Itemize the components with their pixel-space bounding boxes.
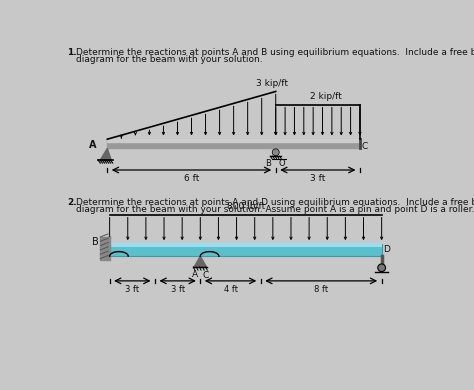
Text: 3 kip/ft: 3 kip/ft [256,80,288,89]
Text: 2 kip/ft: 2 kip/ft [310,92,342,101]
Text: O: O [278,159,285,168]
Text: diagram for the beam with your solution. Assume point A is a pin and point D is : diagram for the beam with your solution.… [76,205,474,214]
Bar [107,139,360,142]
Bar [100,237,109,260]
Text: 1.: 1. [67,48,77,57]
Text: 3 ft: 3 ft [171,285,185,294]
Polygon shape [100,149,111,160]
Text: Determine the reactions at points A and B using equilibrium equations.  Include : Determine the reactions at points A and … [76,48,474,57]
Text: 2.: 2. [67,199,77,207]
Text: 6 ft: 6 ft [184,174,199,183]
Text: 3 ft: 3 ft [310,174,326,183]
Text: B: B [265,159,271,168]
Text: diagram for the beam with your solution.: diagram for the beam with your solution. [76,55,263,64]
Text: C: C [202,271,209,280]
Bar [109,243,382,247]
Text: 3 ft: 3 ft [125,285,139,294]
Text: A: A [192,270,198,279]
Text: 800 lb/ft: 800 lb/ft [227,202,265,211]
Polygon shape [194,256,207,267]
Text: 8 ft: 8 ft [314,285,328,294]
Bar [109,244,382,256]
Text: Determine the reactions at points A and D using equilibrium equations.  Include : Determine the reactions at points A and … [76,199,474,207]
Bar [107,141,360,149]
Circle shape [272,149,279,156]
Text: C: C [362,142,368,151]
Text: D: D [383,245,390,254]
Text: 4 ft: 4 ft [224,285,237,294]
Text: B: B [92,238,99,247]
Circle shape [378,264,385,272]
Text: A: A [89,140,96,151]
